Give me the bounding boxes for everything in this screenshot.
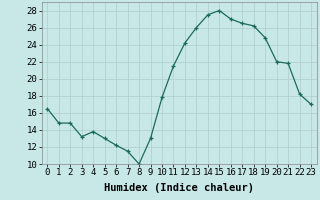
X-axis label: Humidex (Indice chaleur): Humidex (Indice chaleur)	[104, 183, 254, 193]
